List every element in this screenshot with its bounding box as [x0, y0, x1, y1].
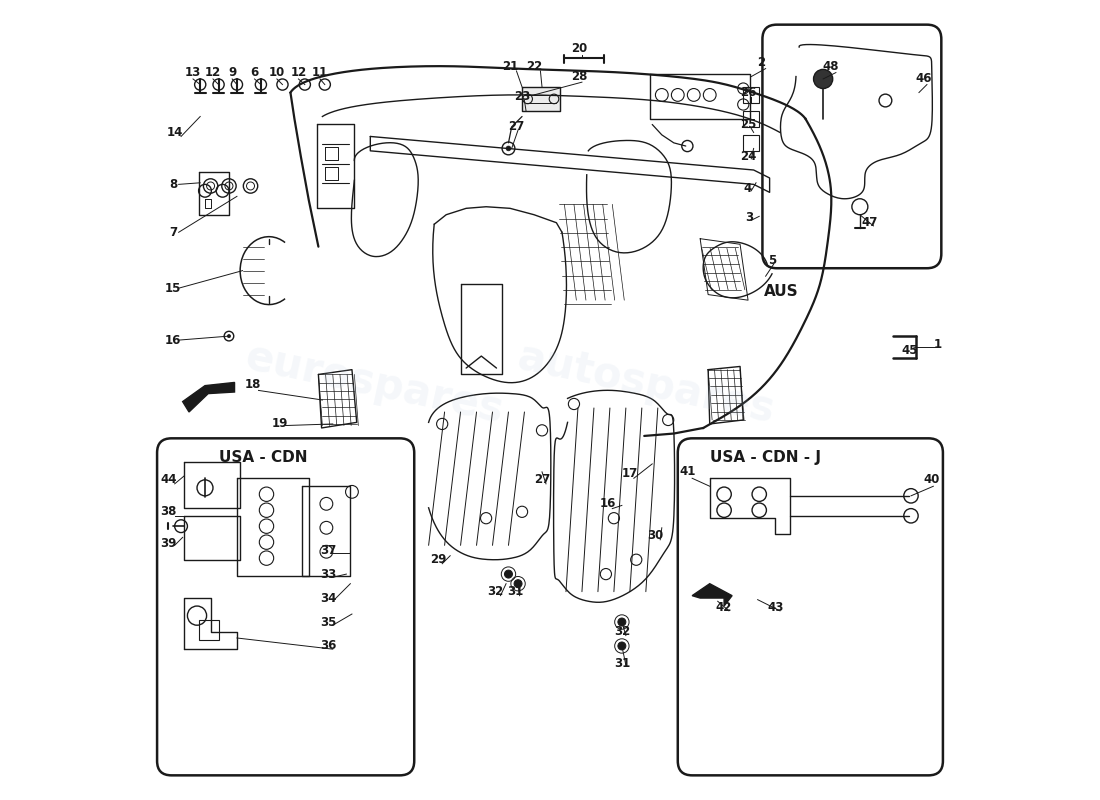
Text: 39: 39: [161, 538, 176, 550]
Text: 40: 40: [924, 474, 939, 486]
Circle shape: [514, 580, 522, 588]
Text: 10: 10: [268, 66, 285, 79]
Text: 5: 5: [768, 254, 777, 266]
Text: 16: 16: [600, 498, 616, 510]
Text: USA - CDN: USA - CDN: [219, 450, 307, 465]
Text: 24: 24: [740, 150, 756, 163]
Text: 32: 32: [487, 585, 504, 598]
Text: 28: 28: [571, 70, 587, 83]
Bar: [744, 111, 759, 127]
Text: USA - CDN - J: USA - CDN - J: [710, 450, 821, 465]
Text: 31: 31: [507, 585, 522, 598]
Text: 2: 2: [757, 57, 764, 70]
Text: 19: 19: [272, 418, 288, 430]
Text: 8: 8: [169, 178, 177, 191]
Text: 29: 29: [430, 554, 447, 566]
Text: 9: 9: [228, 66, 236, 79]
Text: 33: 33: [320, 567, 337, 581]
Text: 42: 42: [716, 601, 733, 614]
Text: 3: 3: [746, 211, 754, 225]
Text: 44: 44: [160, 474, 176, 486]
Text: AUS: AUS: [764, 284, 799, 299]
Text: 46: 46: [915, 73, 932, 86]
Text: 15: 15: [165, 282, 182, 294]
Polygon shape: [183, 382, 234, 412]
Text: 25: 25: [740, 118, 756, 131]
Text: 18: 18: [244, 378, 261, 390]
Text: 21: 21: [502, 60, 518, 73]
Text: 12: 12: [205, 66, 221, 79]
Bar: [199, 620, 219, 639]
Bar: [744, 87, 759, 103]
Circle shape: [618, 642, 626, 650]
Text: 43: 43: [767, 601, 783, 614]
Text: 20: 20: [571, 42, 587, 55]
Text: 45: 45: [901, 344, 917, 357]
Text: eurospares: eurospares: [241, 336, 507, 432]
Text: 11: 11: [312, 66, 328, 79]
Circle shape: [618, 618, 626, 626]
Text: autospares: autospares: [514, 336, 779, 432]
Text: 38: 38: [161, 506, 176, 518]
Text: 22: 22: [526, 60, 542, 73]
Circle shape: [228, 334, 231, 338]
Text: 13: 13: [185, 66, 201, 79]
Polygon shape: [522, 87, 560, 111]
Circle shape: [814, 70, 833, 89]
Text: 1: 1: [933, 338, 942, 350]
Text: 16: 16: [165, 334, 182, 346]
Text: 27: 27: [508, 120, 525, 134]
Text: 4: 4: [744, 182, 752, 195]
Text: 17: 17: [621, 467, 638, 480]
Text: 34: 34: [320, 591, 337, 605]
Text: 7: 7: [169, 226, 177, 238]
Text: 48: 48: [823, 60, 839, 73]
Text: 14: 14: [166, 126, 183, 139]
Text: 6: 6: [251, 66, 258, 79]
Text: 27: 27: [534, 474, 550, 486]
Text: 26: 26: [740, 86, 756, 99]
Text: 31: 31: [614, 657, 630, 670]
Circle shape: [506, 146, 510, 151]
Text: 23: 23: [514, 90, 530, 103]
Circle shape: [505, 570, 513, 578]
Text: 37: 37: [320, 544, 337, 557]
Text: 47: 47: [861, 216, 878, 230]
Text: 30: 30: [647, 530, 663, 542]
Bar: [744, 135, 759, 151]
Text: 32: 32: [614, 625, 630, 638]
Text: 35: 35: [320, 615, 337, 629]
Text: 41: 41: [679, 466, 695, 478]
Text: 36: 36: [320, 639, 337, 653]
Polygon shape: [692, 584, 733, 606]
Text: 12: 12: [290, 66, 307, 79]
